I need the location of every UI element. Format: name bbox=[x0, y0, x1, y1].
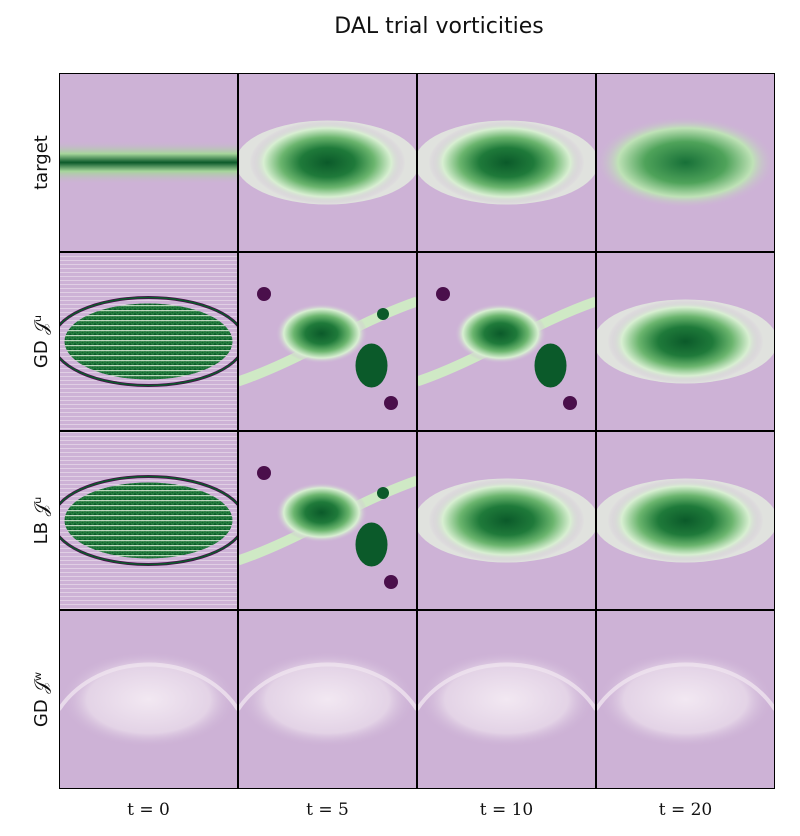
chart-title: DAL trial vorticities bbox=[334, 14, 544, 39]
column-label-2: t = 10 bbox=[480, 800, 534, 820]
panel-1-2 bbox=[417, 252, 596, 431]
panel-2-1 bbox=[238, 431, 417, 610]
panel-1-0 bbox=[59, 252, 238, 431]
panel-3-1 bbox=[238, 610, 417, 789]
row-label-2: LB 𝒥ᵘ bbox=[31, 497, 52, 545]
panel-0-3 bbox=[596, 73, 775, 252]
row-label-0: target bbox=[31, 135, 52, 190]
column-label-3: t = 20 bbox=[659, 800, 713, 820]
panel-2-0 bbox=[59, 431, 238, 610]
panel-0-0 bbox=[59, 73, 238, 252]
panel-2-3 bbox=[596, 431, 775, 610]
panel-2-2 bbox=[417, 431, 596, 610]
panel-0-1 bbox=[238, 73, 417, 252]
panel-1-1 bbox=[238, 252, 417, 431]
row-label-3: GD 𝒥ʷ bbox=[31, 672, 52, 727]
column-label-0: t = 0 bbox=[127, 800, 170, 820]
panel-3-2 bbox=[417, 610, 596, 789]
column-label-1: t = 5 bbox=[306, 800, 349, 820]
panel-0-2 bbox=[417, 73, 596, 252]
panel-3-3 bbox=[596, 610, 775, 789]
panel-1-3 bbox=[596, 252, 775, 431]
panel-3-0 bbox=[59, 610, 238, 789]
row-label-1: GD 𝒥ᵘ bbox=[31, 315, 52, 368]
